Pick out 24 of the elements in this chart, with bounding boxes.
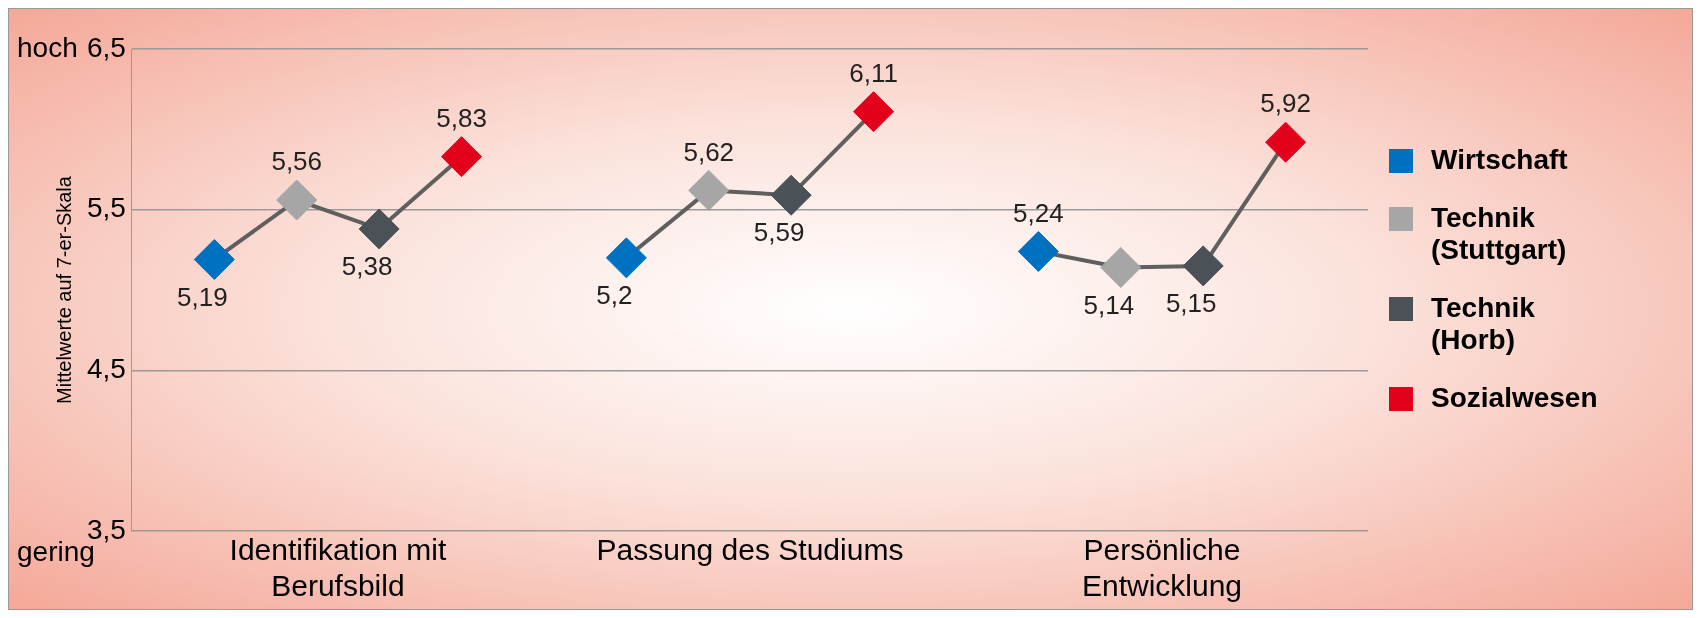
data-label: 5,92	[1260, 88, 1311, 119]
x-tick-label: Identifikation mit Berufsbild	[229, 533, 447, 603]
data-label: 5,24	[1013, 197, 1064, 228]
y-tick-label: 5,5	[86, 192, 126, 224]
data-label: 6,11	[849, 57, 898, 88]
data-label: 5,38	[341, 251, 393, 282]
y-tick-label: 6,5	[86, 31, 126, 63]
data-label: 5,62	[683, 136, 735, 167]
x-tick-label: Passung des Studiums	[596, 533, 904, 567]
data-label: 5,83	[436, 102, 487, 133]
legend-label: Technik (Stuttgart)	[1431, 202, 1568, 266]
y-axis-title: Mittelwerte auf 7-er-Skala	[52, 175, 75, 404]
data-label: 5,15	[1165, 288, 1217, 319]
legend-label: Technik (Horb)	[1431, 292, 1536, 356]
data-label: 5,56	[271, 146, 323, 177]
legend-label: Sozialwesen	[1431, 382, 1599, 414]
data-label: 5,19	[177, 281, 228, 312]
data-label: 5,2	[596, 280, 633, 311]
text: hoch	[17, 31, 78, 63]
data-label: 5,59	[753, 217, 805, 248]
legend-label: Wirtschaft	[1431, 144, 1569, 176]
x-tick-label: Persönliche Entwicklung	[1081, 533, 1243, 603]
data-label: 5,14	[1083, 289, 1135, 320]
y-tick-label: 4,5	[86, 353, 126, 385]
